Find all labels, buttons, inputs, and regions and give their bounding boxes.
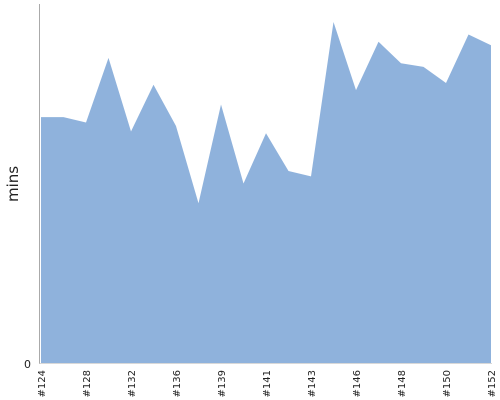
- x-tick-label: #146: [352, 370, 363, 397]
- axes: [39, 4, 492, 364]
- x-tick-label: #139: [217, 370, 228, 397]
- x-tick-labels: #124 #128 #132 #136 #139 #141 #143 #146 #148 #150…: [37, 370, 498, 397]
- x-tick-label: #124: [37, 370, 48, 397]
- x-tick-label: #152: [487, 370, 498, 397]
- y-axis-title: mins: [4, 166, 22, 202]
- series-area: [41, 21, 491, 363]
- x-tick-label: #128: [82, 370, 93, 397]
- x-tick-label: #132: [127, 370, 138, 397]
- x-tick-label: #150: [442, 370, 453, 397]
- x-tick-label: #143: [307, 370, 318, 397]
- x-tick-label: #136: [172, 370, 183, 397]
- x-tick-label: #141: [262, 370, 273, 397]
- y-tick-label-0: 0: [24, 358, 31, 371]
- x-tick-label: #148: [397, 370, 408, 397]
